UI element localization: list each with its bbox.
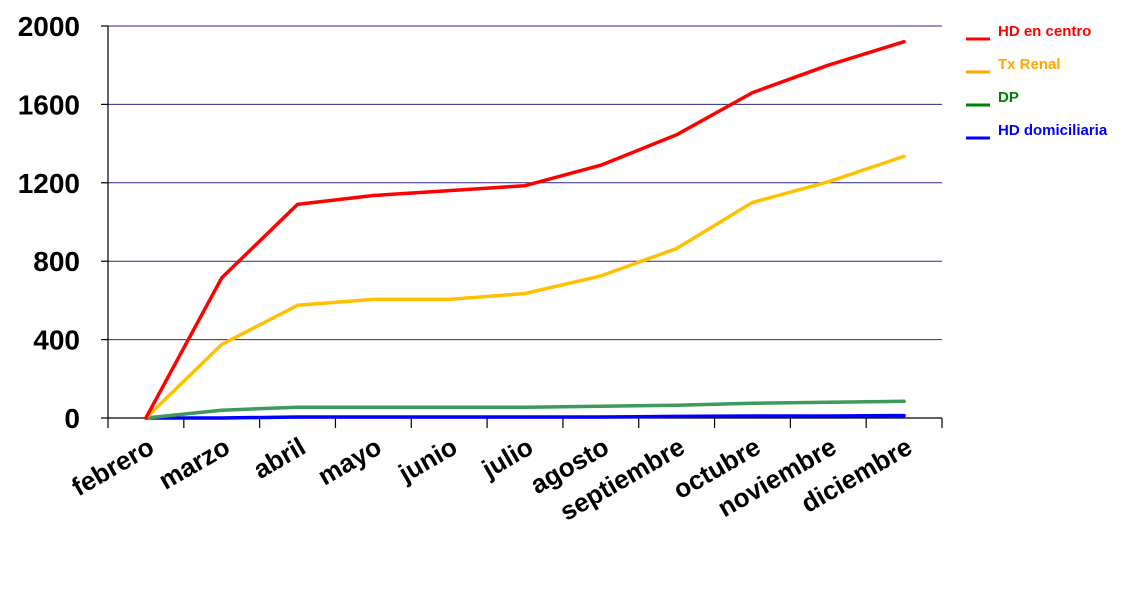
y-tick-label: 2000	[18, 11, 80, 42]
series-line-hd-domiciliaria	[144, 413, 906, 420]
y-tick-label: 400	[33, 325, 80, 356]
y-tick-label: 800	[33, 246, 80, 277]
x-tick-label: mayo	[313, 431, 387, 491]
y-tick-labels: 0 400 800 1200 1600 2000	[18, 11, 80, 434]
legend: HD en centro Tx Renal DP HD domiciliaria	[966, 23, 1108, 140]
axes	[101, 25, 943, 428]
y-tick-label: 1200	[18, 168, 80, 199]
series-lines	[144, 39, 906, 420]
legend-label-tx-renal: Tx Renal	[998, 56, 1061, 73]
x-tick-label: marzo	[153, 431, 234, 495]
x-tick-label: junio	[393, 431, 463, 489]
legend-label-hd-domiciliaria: HD domiciliaria	[998, 122, 1108, 139]
legend-label-dp: DP	[998, 89, 1019, 106]
gridlines	[108, 25, 942, 341]
series-line-hd-en-centro	[144, 39, 906, 420]
series-line-tx-renal	[144, 154, 906, 420]
y-tick-label: 1600	[18, 89, 80, 120]
x-tick-label: febrero	[66, 431, 159, 502]
series-line-dp	[144, 399, 906, 420]
x-tick-label: abril	[248, 431, 311, 484]
y-tick-label: 0	[64, 403, 80, 434]
legend-label-hd-en-centro: HD en centro	[998, 23, 1091, 40]
